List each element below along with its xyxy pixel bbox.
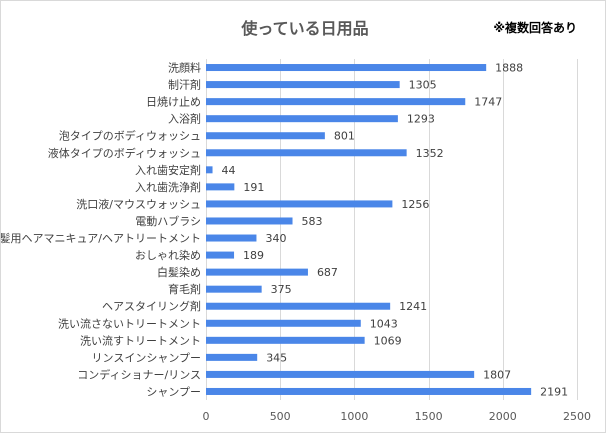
value-label: 1352 [416, 147, 444, 160]
chart-title: 使っている日用品 [240, 19, 368, 38]
x-tick-label: 1000 [340, 410, 368, 423]
category-labels: 洗顔料制汗剤日焼け止め入浴剤泡タイプのボディウォッシュ液体タイプのボディウォッシ… [1, 61, 201, 399]
category-label: シャンプー [146, 385, 201, 398]
category-label: 泡タイプのボディウォッシュ [59, 129, 201, 143]
x-tick-label: 1500 [415, 410, 443, 423]
category-label: ヘアスタイリング剤 [102, 299, 201, 313]
bar [206, 370, 475, 378]
category-label: 制汗剤 [168, 78, 201, 92]
category-label: 入浴剤 [168, 112, 201, 126]
bar [206, 64, 487, 72]
x-tick-labels: 0 500 1000 1500 2000 2500 [203, 410, 592, 423]
value-label: 44 [222, 164, 236, 177]
x-tick-label: 2500 [563, 410, 591, 423]
category-label: コンディショナー/リンス [77, 367, 201, 381]
value-label: 189 [243, 249, 264, 262]
value-label: 1293 [407, 113, 435, 126]
bar [206, 115, 398, 123]
category-label: 洗い流さないトリートメント [58, 316, 201, 330]
value-label: 1305 [409, 79, 437, 92]
value-label: 1807 [483, 368, 511, 381]
category-label: おしゃれ染め [135, 248, 201, 262]
category-label: 洗い流すトリートメント [80, 333, 201, 347]
bar [206, 268, 308, 276]
value-label: 340 [265, 232, 286, 245]
value-label: 1747 [474, 96, 502, 109]
bar [206, 353, 258, 361]
bars [206, 64, 532, 395]
bar [206, 149, 407, 157]
category-label: 育毛剤 [168, 282, 201, 296]
bar [206, 200, 393, 208]
x-tick-label: 2000 [489, 410, 517, 423]
value-label: 1888 [495, 62, 523, 75]
category-label: 電動ハブラシ [135, 214, 201, 228]
bar [206, 217, 293, 225]
bar [206, 387, 532, 395]
category-label: リンスインシャンプー [92, 351, 201, 364]
chart-note: ※複数回答あり [493, 20, 577, 35]
value-label: 345 [266, 351, 287, 364]
bar [206, 336, 365, 344]
value-label: 801 [334, 130, 355, 143]
bar [206, 302, 391, 310]
value-label: 1043 [370, 317, 398, 330]
value-label: 1241 [399, 300, 427, 313]
category-label: 洗顔料 [168, 61, 201, 75]
x-tick-label: 0 [203, 410, 210, 423]
value-label: 687 [317, 266, 338, 279]
bar [206, 319, 361, 327]
category-label: 白髪染め [157, 265, 201, 279]
category-label: 入れ歯安定剤 [135, 163, 201, 177]
bar [206, 183, 235, 191]
value-label: 191 [243, 181, 264, 194]
bar [206, 132, 325, 140]
category-label: 洗口液/マウスウォッシュ [76, 197, 201, 211]
category-label: 液体タイプのボディウォッシュ [48, 146, 201, 160]
bar [206, 166, 213, 174]
category-label: 入れ歯洗浄剤 [135, 180, 201, 194]
bar [206, 234, 257, 242]
category-label: 白髪用ヘアマニキュア/ヘアトリートメント [1, 231, 201, 245]
category-label: 日焼け止め [146, 96, 201, 109]
value-labels: 1888130517471293801135244191125658334018… [222, 62, 569, 399]
value-label: 583 [302, 215, 323, 228]
value-label: 375 [271, 283, 292, 296]
value-label: 2191 [540, 385, 568, 398]
x-tick-label: 500 [270, 410, 291, 423]
bar [206, 285, 262, 293]
bar [206, 98, 466, 106]
bar [206, 251, 235, 259]
bar [206, 81, 400, 89]
value-label: 1069 [374, 334, 402, 347]
value-label: 1256 [401, 198, 429, 211]
gridlines [206, 59, 578, 400]
